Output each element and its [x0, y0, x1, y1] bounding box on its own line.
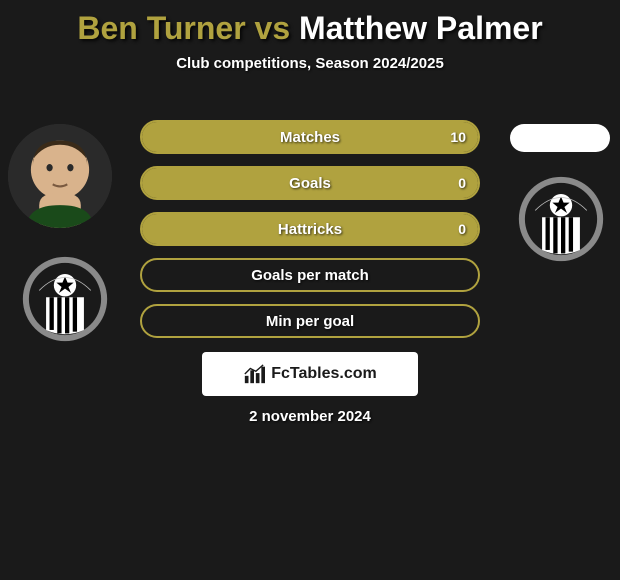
stat-value-right: 10: [450, 129, 466, 145]
watermark-text: FcTables.com: [271, 365, 377, 383]
player1-face-icon: [8, 124, 112, 228]
stat-value-right: 0: [458, 221, 466, 237]
club-crest-icon: [518, 176, 604, 262]
club-badge-player2: [518, 176, 604, 262]
page-title: Ben Turner vs Matthew Palmer: [0, 0, 620, 47]
stat-row-goals-per-match: Goals per match: [140, 258, 480, 292]
club-badge-player1: [22, 256, 108, 342]
club-crest-icon: [22, 256, 108, 342]
stat-label: Min per goal: [266, 313, 354, 330]
subtitle: Club competitions, Season 2024/2025: [0, 55, 620, 72]
stat-row-goals: Goals 0: [140, 166, 480, 200]
stat-row-min-per-goal: Min per goal: [140, 304, 480, 338]
stats-panel: Matches 10 Goals 0 Hattricks 0 Goals per…: [140, 120, 480, 350]
stat-row-hattricks: Hattricks 0: [140, 212, 480, 246]
chart-bars-icon: [243, 363, 265, 385]
watermark: FcTables.com: [202, 352, 418, 396]
stat-label: Goals per match: [251, 267, 369, 284]
stat-value-right: 0: [458, 175, 466, 191]
stat-label: Goals: [289, 175, 331, 192]
date: 2 november 2024: [0, 408, 620, 425]
player2-avatar: [510, 124, 610, 152]
stat-label: Hattricks: [278, 221, 342, 238]
stat-label: Matches: [280, 129, 340, 146]
title-player1: Ben Turner: [77, 10, 245, 46]
title-player2: Matthew Palmer: [299, 10, 543, 46]
stat-row-matches: Matches 10: [140, 120, 480, 154]
title-vs: vs: [246, 10, 299, 46]
player1-avatar: [8, 124, 112, 228]
